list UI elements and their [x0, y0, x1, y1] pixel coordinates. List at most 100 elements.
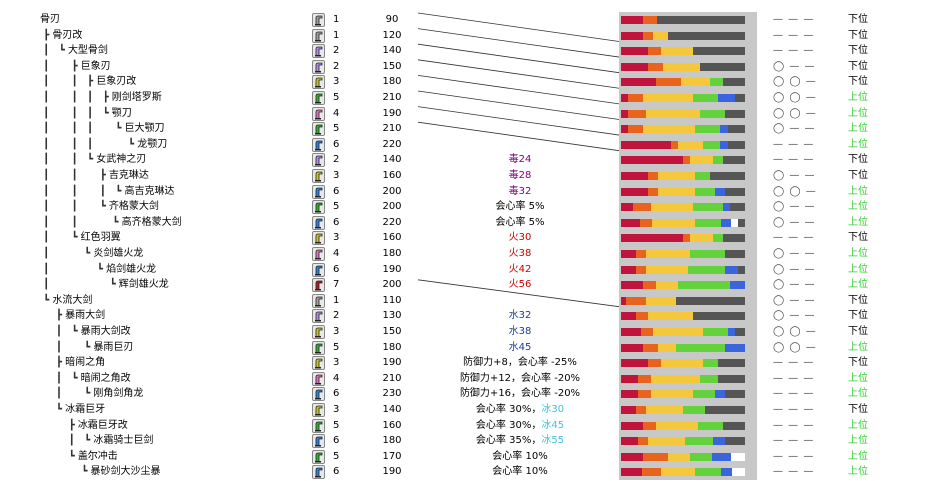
table-row[interactable]: 4 190 ◯ ◯ — 上位	[0, 105, 929, 123]
sharpness-segment	[648, 437, 686, 446]
table-row[interactable]: 6 180 会心率 35%，冰55 — — — 上位	[0, 432, 929, 450]
tree-node[interactable]: ┗ 冰霜巨牙	[40, 402, 105, 418]
rank-label: 上位	[848, 123, 868, 135]
rank-label: 上位	[848, 248, 868, 259]
attack-value: 140	[382, 404, 402, 415]
tree-node-label: 女武神之刃	[96, 154, 147, 166]
tree-node[interactable]: ┣ 骨刃改	[40, 28, 82, 44]
table-row[interactable]: 2 140 毒24 — — — 下位	[0, 151, 929, 169]
rarity-value: 2	[333, 310, 340, 322]
rank-label: 上位	[848, 138, 868, 150]
table-row[interactable]: 2 150 ◯ — — 下位	[0, 58, 929, 76]
tree-node[interactable]: ┗ 水流大剑	[40, 293, 92, 309]
tree-node[interactable]: ┃ ┗ 暴雨巨刃	[40, 340, 133, 356]
tree-connector: ┃ ┃ ┃ ┗	[40, 123, 125, 135]
tree-node[interactable]: ┃ ┃ ┃ ┣ 刚剑塔罗斯	[40, 90, 162, 106]
tree-node-label: 辉剑雄火龙	[118, 279, 169, 291]
table-row[interactable]: 4 180 火38 ◯ — — 上位	[0, 245, 929, 263]
table-row[interactable]: 7 200 火56 ◯ — — 上位	[0, 276, 929, 294]
sharpness-segment	[621, 468, 643, 477]
table-row[interactable]: 3 180 ◯ ◯ — 下位	[0, 73, 929, 91]
table-row[interactable]: 1 90 — — — 下位	[0, 11, 929, 29]
table-row[interactable]: 3 140 会心率 30%，冰30 — — — 下位	[0, 401, 929, 419]
sharpness-segment	[621, 374, 639, 383]
tree-node[interactable]: ┃ ┗ 炎剑雄火龙	[40, 246, 143, 262]
tree-node[interactable]: ┃ ┗ 大型骨剑	[40, 43, 108, 59]
greatsword-icon	[312, 122, 325, 137]
decoration-slots: — — —	[773, 45, 815, 57]
table-row[interactable]: 5 170 会心率 10% — — — 上位	[0, 448, 929, 466]
sharpness-gauge	[619, 90, 757, 106]
tree-node[interactable]: ┃ ┣ 巨象刃	[40, 59, 110, 75]
sharpness-segment	[682, 406, 706, 414]
tree-node[interactable]: ┃ ┗ 暴雨大剑改	[40, 324, 131, 340]
sharpness-segment	[705, 406, 745, 414]
table-row[interactable]: 5 210 ◯ — — 上位	[0, 120, 929, 138]
rank-label: 下位	[848, 294, 868, 306]
rarity-value: 1	[333, 294, 340, 306]
tree-node[interactable]: ┃ ┗ 刚角剑角龙	[40, 386, 143, 402]
table-row[interactable]: 5 210 ◯ ◯ — 上位	[0, 89, 929, 107]
tree-node[interactable]: ┃ ┃ ┗ 高齐格蒙大剑	[40, 215, 181, 231]
sharpness-gauge	[619, 183, 757, 200]
sharpness-segment	[650, 374, 701, 383]
table-row[interactable]: 6 230 防御力+16，会心率 -20% — — — 上位	[0, 385, 929, 403]
tree-node[interactable]: ┃ ┃ ┃ ┗ 巨大颚刀	[40, 121, 164, 137]
sharpness-segment	[720, 140, 728, 149]
tree-node[interactable]: ┃ ┃ ┗ 女武神之刃	[40, 152, 146, 168]
table-row[interactable]: 3 160 毒28 ◯ — — 下位	[0, 167, 929, 185]
tree-node[interactable]: ┃ ┃ ┣ 吉克琳达	[40, 168, 149, 184]
sharpness-segment	[725, 390, 745, 399]
tree-node[interactable]: ┃ ┃ ┣ 巨象刃改	[40, 74, 136, 90]
tree-node[interactable]: ┣ 暗闹之角	[40, 355, 105, 371]
bonus-text: 会心率 5%	[495, 216, 545, 228]
rarity-value: 5	[333, 123, 340, 135]
tree-node[interactable]: ┃ ┃ ┃ ┗ 颚刀	[40, 106, 132, 122]
tree-node[interactable]: ┃ ┗ 冰霜骑士巨剑	[40, 433, 154, 449]
greatsword-icon	[312, 59, 325, 74]
tree-node[interactable]: ┃ ┗ 焰剑雄火龙	[40, 262, 156, 278]
tree-node[interactable]: 骨刃	[40, 12, 60, 28]
table-row[interactable]: 2 130 水32 ◯ — — 下位	[0, 307, 929, 325]
table-row[interactable]: 5 180 水45 ◯ ◯ — 上位	[0, 339, 929, 357]
sharpness-segment	[621, 250, 636, 258]
table-row[interactable]: 5 200 会心率 5% ◯ — — 上位	[0, 198, 929, 216]
table-row[interactable]: 6 190 火42 ◯ — — 上位	[0, 261, 929, 279]
tree-node[interactable]: ┃ ┃ ┃ ┗ 高吉克琳达	[40, 184, 174, 200]
table-row[interactable]: 1 120 — — — 下位	[0, 27, 929, 45]
tree-node[interactable]: ┃ ┃ ┗ 齐格蒙大剑	[40, 199, 159, 215]
attack-value: 110	[382, 294, 402, 306]
table-row[interactable]: 6 220 — — — 上位	[0, 136, 929, 154]
table-row[interactable]: 6 220 会心率 5% ◯ — — 上位	[0, 214, 929, 232]
sharpness-segment	[694, 218, 722, 227]
table-row[interactable]: 2 140 — — — 下位	[0, 42, 929, 60]
sharpness-segment	[722, 234, 745, 243]
table-row[interactable]: 3 190 防御力+8，会心率 -25% — — — 下位	[0, 354, 929, 372]
tree-node[interactable]: ┃ ┗ 红色羽翼	[40, 230, 120, 246]
table-row[interactable]: 3 160 火30 — — — 下位	[0, 229, 929, 247]
tree-connector: ┃ ┃ ┃ ┣	[40, 92, 112, 103]
attack-value: 200	[382, 185, 402, 197]
greatsword-icon	[312, 325, 325, 339]
sharpness-segment	[725, 250, 745, 258]
sharpness-segment	[628, 109, 646, 118]
table-row[interactable]: 6 200 毒32 ◯ ◯ — 上位	[0, 183, 929, 201]
sharpness-segment	[727, 328, 736, 336]
table-row[interactable]: 6 190 会心率 10% — — — 上位	[0, 463, 929, 481]
tree-node[interactable]: ┃ ┗ 暗闹之角改	[40, 371, 131, 387]
sharpness-segment	[692, 94, 718, 102]
sharpness-segment	[695, 187, 716, 196]
sharpness-segment	[700, 62, 745, 71]
tree-node[interactable]: ┃ ┃ ┃ ┗ 龙颚刀	[40, 137, 167, 153]
tree-node[interactable]: ┗ 盖尔冲击	[40, 449, 118, 465]
table-row[interactable]: 3 150 水38 ◯ ◯ — 下位	[0, 323, 929, 341]
table-row[interactable]: 4 210 防御力+12，会心率 -20% — — — 上位	[0, 370, 929, 388]
rank-label: 上位	[848, 201, 868, 213]
tree-connector: ┃ ┗	[40, 248, 94, 259]
tree-node[interactable]: ┃ ┗ 辉剑雄火龙	[40, 277, 169, 293]
sharpness-segment	[653, 31, 669, 40]
tree-node[interactable]: ┣ 冰霜巨牙改	[40, 418, 128, 434]
table-row[interactable]: 5 160 会心率 30%，冰45 — — — 上位	[0, 417, 929, 435]
tree-node[interactable]: ┣ 暴雨大剑	[40, 308, 105, 324]
table-row[interactable]: 1 110 ◯ — — 下位	[0, 292, 929, 310]
